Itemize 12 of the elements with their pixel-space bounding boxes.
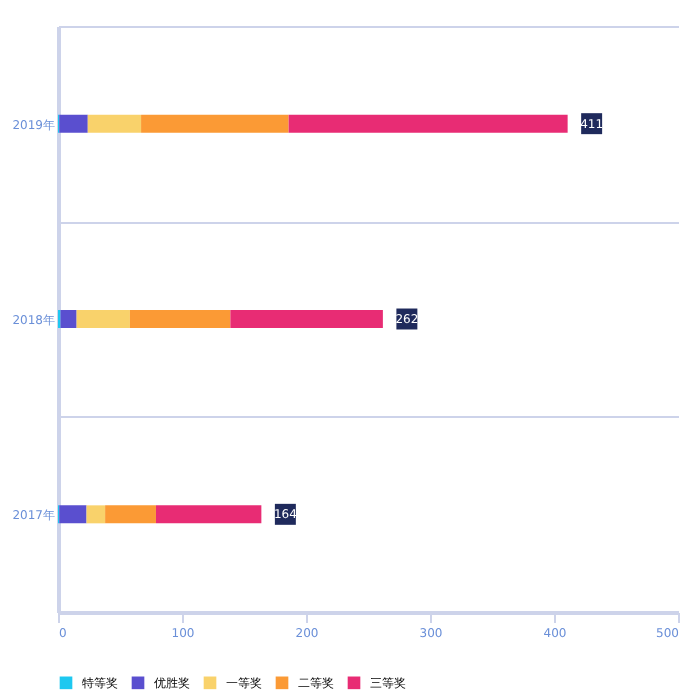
bar bbox=[59, 114, 88, 133]
bar bbox=[141, 114, 289, 133]
bar bbox=[87, 114, 142, 133]
bar bbox=[86, 505, 106, 524]
bar bbox=[60, 310, 77, 328]
bar bbox=[76, 310, 130, 328]
bar bbox=[155, 505, 262, 524]
bar bbox=[230, 310, 383, 328]
bar bbox=[129, 310, 231, 328]
bar bbox=[288, 114, 568, 133]
bar bbox=[59, 505, 87, 524]
bar bbox=[105, 505, 156, 524]
